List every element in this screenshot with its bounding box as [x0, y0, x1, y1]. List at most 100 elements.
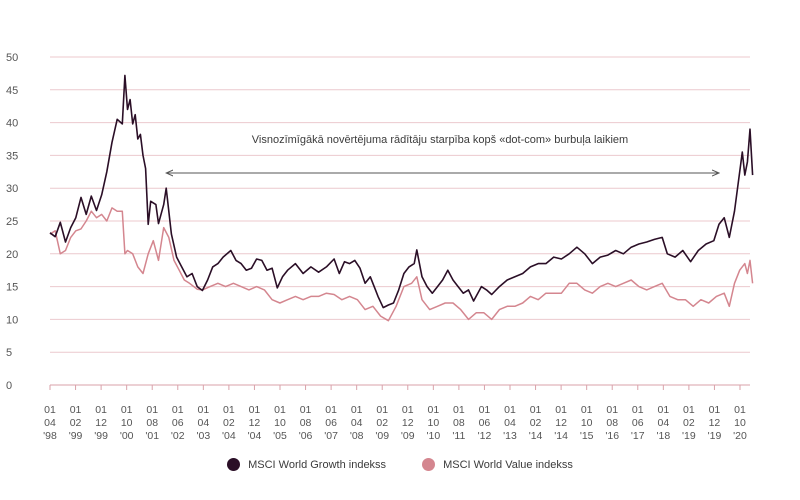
x-tick-label: 01 [632, 404, 644, 416]
x-tick-label: 02 [223, 417, 235, 429]
x-tick-label: 01 [734, 404, 746, 416]
x-tick-label: 10 [274, 417, 286, 429]
x-tick-label: '19 [708, 430, 722, 442]
x-tick-label: 12 [249, 417, 261, 429]
x-tick-label: 04 [44, 417, 56, 429]
x-tick-label: '99 [94, 430, 108, 442]
x-tick-label: 08 [146, 417, 158, 429]
x-tick-label: 01 [479, 404, 491, 416]
x-tick-label: '14 [554, 430, 568, 442]
y-tick-label: 5 [6, 347, 12, 359]
x-tick-label: 01 [709, 404, 721, 416]
x-tick-label: 08 [453, 417, 465, 429]
y-tick-label: 20 [6, 249, 18, 261]
x-tick-label: 04 [504, 417, 516, 429]
legend-swatch-value [422, 458, 436, 471]
y-tick-label: 40 [6, 118, 18, 130]
x-tick-label: 12 [709, 417, 721, 429]
x-tick-label: 10 [121, 417, 133, 429]
x-tick-label: '10 [426, 430, 440, 442]
x-tick-label: '18 [656, 430, 670, 442]
x-tick-label: '98 [43, 430, 57, 442]
x-tick-label: '02 [171, 430, 185, 442]
y-tick-label: 10 [6, 314, 18, 326]
x-tick-label: 01 [453, 404, 465, 416]
y-axis: 0 5 10 15 20 25 30 35 40 45 50 [6, 52, 18, 392]
x-tick-label: 01 [223, 404, 235, 416]
x-tick-label: 01 [427, 404, 439, 416]
x-tick-label: 06 [325, 417, 337, 429]
y-tick-label: 0 [6, 380, 12, 392]
annotation-group: Visnozīmīgākā novērtējuma rādītāju starp… [166, 134, 719, 173]
x-tick-label: 12 [402, 417, 414, 429]
x-axis: 0104'980102'990112'990110'000108'010106'… [43, 385, 747, 442]
legend-swatch-growth [227, 458, 241, 471]
x-tick-label: 01 [95, 404, 107, 416]
x-tick-label: 01 [121, 404, 133, 416]
x-tick-label: '99 [69, 430, 83, 442]
x-tick-label: '04 [248, 430, 262, 442]
x-tick-label: 02 [530, 417, 542, 429]
x-tick-label: 10 [427, 417, 439, 429]
x-tick-label: 04 [351, 417, 363, 429]
x-tick-label: '00 [120, 430, 134, 442]
x-tick-label: '13 [503, 430, 517, 442]
series-line-growth [49, 74, 754, 309]
x-tick-label: 01 [376, 404, 388, 416]
x-tick-label: '14 [529, 430, 543, 442]
y-tick-label: 35 [6, 150, 18, 162]
x-tick-label: 01 [325, 404, 337, 416]
x-tick-label: 01 [70, 404, 82, 416]
x-tick-label: 08 [300, 417, 312, 429]
x-tick-label: 10 [734, 417, 746, 429]
legend-item-growth: MSCI World Growth indekss [227, 458, 386, 471]
x-tick-label: '03 [196, 430, 210, 442]
legend-label-value: MSCI World Value indekss [443, 458, 573, 471]
legend: MSCI World Growth indekss MSCI World Val… [0, 458, 800, 471]
x-tick-label: '20 [733, 430, 747, 442]
x-tick-label: 01 [657, 404, 669, 416]
x-tick-label: 01 [146, 404, 158, 416]
x-tick-label: 01 [197, 404, 209, 416]
legend-item-value: MSCI World Value indekss [422, 458, 573, 471]
y-tick-label: 25 [6, 216, 18, 228]
x-tick-label: '11 [452, 430, 465, 442]
x-tick-label: 01 [249, 404, 261, 416]
x-tick-label: '19 [682, 430, 696, 442]
x-tick-label: 01 [300, 404, 312, 416]
y-tick-label: 30 [6, 183, 18, 195]
x-tick-label: 01 [351, 404, 363, 416]
x-tick-label: 12 [95, 417, 107, 429]
x-tick-label: '17 [631, 430, 645, 442]
x-tick-label: 01 [683, 404, 695, 416]
x-tick-label: '09 [375, 430, 389, 442]
x-tick-label: 02 [376, 417, 388, 429]
x-tick-label: 01 [172, 404, 184, 416]
x-tick-label: 06 [479, 417, 491, 429]
x-tick-label: 01 [530, 404, 542, 416]
x-tick-label: 06 [172, 417, 184, 429]
x-tick-label: '06 [299, 430, 313, 442]
x-tick-label: '15 [580, 430, 594, 442]
annotation-text: Visnozīmīgākā novērtējuma rādītāju starp… [252, 134, 628, 146]
series-layer [49, 74, 754, 322]
legend-label-growth: MSCI World Growth indekss [248, 458, 387, 471]
x-tick-label: '05 [273, 430, 287, 442]
x-tick-label: 04 [657, 417, 669, 429]
x-tick-label: 02 [70, 417, 82, 429]
x-tick-label: 02 [683, 417, 695, 429]
x-tick-label: '01 [145, 430, 159, 442]
x-tick-label: 01 [581, 404, 593, 416]
series-line-value [49, 207, 754, 322]
grid-lines [50, 56, 750, 386]
x-tick-label: 12 [555, 417, 567, 429]
x-tick-label: 10 [581, 417, 593, 429]
x-tick-label: '09 [401, 430, 415, 442]
x-tick-label: 08 [606, 417, 618, 429]
x-tick-label: '07 [324, 430, 338, 442]
y-tick-label: 50 [6, 52, 18, 64]
x-tick-label: 04 [197, 417, 209, 429]
x-tick-label: 01 [504, 404, 516, 416]
x-tick-label: 01 [555, 404, 567, 416]
